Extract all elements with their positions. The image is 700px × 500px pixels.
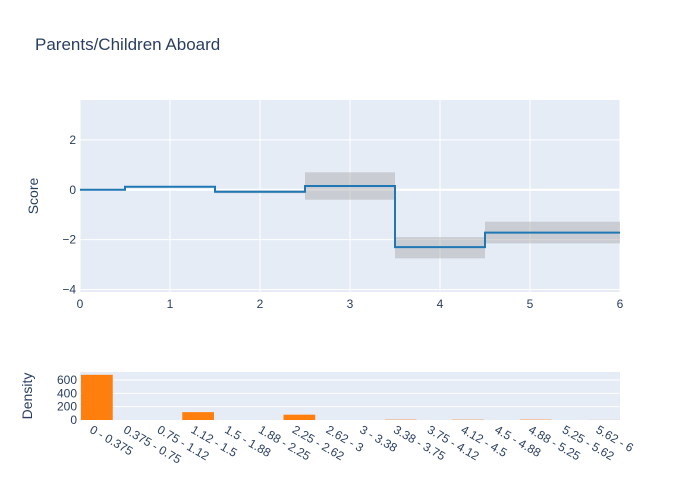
density-y-tick-label: 600 xyxy=(57,373,77,387)
y-tick-label: −4 xyxy=(62,283,76,297)
y-tick-label: −2 xyxy=(62,233,76,247)
x-tick-label: 4 xyxy=(437,297,444,311)
chart-title: Parents/Children Aboard xyxy=(35,35,220,54)
density-bar xyxy=(182,412,214,420)
y-tick-label: 0 xyxy=(69,183,76,197)
density-y-tick-label: 400 xyxy=(57,386,77,400)
density-bar xyxy=(283,414,316,420)
step-plot-gridlines xyxy=(79,100,621,292)
x-tick-label: 3 xyxy=(347,297,354,311)
density-y-tick-label: 200 xyxy=(57,400,77,414)
density-bar xyxy=(81,374,113,420)
score-step-line xyxy=(80,185,620,249)
x-tick-label: 1 xyxy=(167,297,174,311)
x-tick-label: 2 xyxy=(257,297,264,311)
density-y-tick-label: 0 xyxy=(70,413,77,427)
y-axis-title: Score xyxy=(25,178,41,215)
x-tick-label: 6 xyxy=(617,297,624,311)
x-tick-label: 5 xyxy=(527,297,534,311)
y-axis-ticks: −4 −2 0 2 xyxy=(62,133,76,297)
density-gridlines xyxy=(80,379,620,408)
density-x-tick-label: 3 - 3.38 xyxy=(357,422,400,455)
y-tick-label: 2 xyxy=(69,133,76,147)
density-y-axis-title: Density xyxy=(19,373,35,420)
density-plot-background xyxy=(80,372,620,420)
x-axis-ticks: 0 1 2 3 4 5 6 xyxy=(77,297,624,311)
density-bars xyxy=(81,374,619,420)
x-tick-label: 0 xyxy=(77,297,84,311)
